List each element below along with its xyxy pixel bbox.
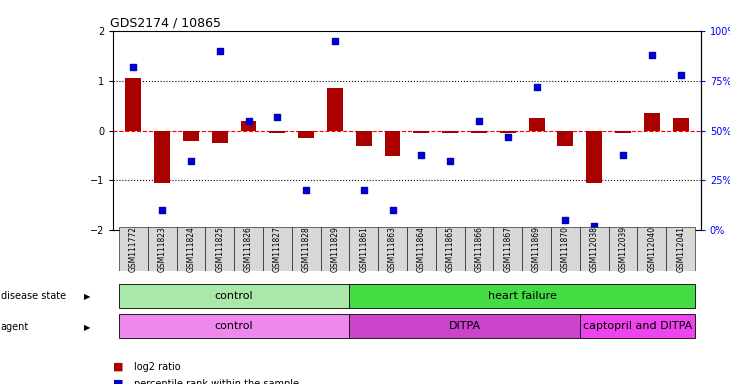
Point <box>214 48 226 54</box>
Bar <box>580 314 695 339</box>
Point <box>531 84 542 90</box>
Point <box>675 71 686 78</box>
Bar <box>241 121 256 131</box>
Text: GSM111870: GSM111870 <box>561 226 570 271</box>
Text: GSM111827: GSM111827 <box>273 226 282 271</box>
Bar <box>234 227 263 271</box>
Bar <box>263 227 292 271</box>
Bar <box>356 131 372 146</box>
Bar <box>580 227 609 271</box>
Point <box>185 157 197 164</box>
Bar <box>637 227 666 271</box>
Text: GSM111869: GSM111869 <box>532 226 541 271</box>
Bar <box>350 227 378 271</box>
Text: control: control <box>215 321 253 331</box>
Text: captopril and DITPA: captopril and DITPA <box>583 321 692 331</box>
Bar <box>119 283 350 308</box>
Bar <box>154 131 170 183</box>
Text: GSM111865: GSM111865 <box>446 226 455 271</box>
Point <box>415 151 427 157</box>
Bar <box>212 131 228 143</box>
Bar <box>551 227 580 271</box>
Bar <box>299 131 314 138</box>
Text: GSM111825: GSM111825 <box>215 226 224 271</box>
Point <box>272 114 283 120</box>
Bar <box>464 227 493 271</box>
Bar <box>442 131 458 133</box>
Bar <box>350 283 695 308</box>
Text: GSM112038: GSM112038 <box>590 226 599 271</box>
Bar <box>119 227 147 271</box>
Point <box>588 223 600 230</box>
Text: control: control <box>215 291 253 301</box>
Bar <box>126 78 141 131</box>
Bar <box>615 131 631 133</box>
Bar <box>558 131 573 146</box>
Text: GSM111861: GSM111861 <box>359 226 368 271</box>
Bar <box>522 227 551 271</box>
Point <box>300 187 312 194</box>
Text: heart failure: heart failure <box>488 291 557 301</box>
Text: DITPA: DITPA <box>448 321 480 331</box>
Text: ■: ■ <box>113 379 123 384</box>
Bar <box>320 227 350 271</box>
Point <box>473 118 485 124</box>
Text: GSM111867: GSM111867 <box>503 226 512 271</box>
Bar <box>177 227 205 271</box>
Bar <box>292 227 320 271</box>
Bar <box>269 131 285 133</box>
Bar <box>147 227 177 271</box>
Text: ▶: ▶ <box>84 292 91 301</box>
Bar <box>413 131 429 133</box>
Bar <box>609 227 637 271</box>
Bar <box>385 131 401 156</box>
Point <box>128 64 139 70</box>
Point <box>502 134 514 140</box>
Text: GSM112041: GSM112041 <box>676 226 685 271</box>
Bar <box>644 113 660 131</box>
Bar <box>378 227 407 271</box>
Bar <box>436 227 464 271</box>
Text: agent: agent <box>1 322 29 332</box>
Text: GSM111826: GSM111826 <box>244 226 253 271</box>
Bar <box>493 227 522 271</box>
Bar <box>183 131 199 141</box>
Text: GSM111824: GSM111824 <box>186 226 196 271</box>
Text: GSM112039: GSM112039 <box>618 225 628 272</box>
Bar <box>471 131 487 133</box>
Text: log2 ratio: log2 ratio <box>134 362 180 372</box>
Point <box>646 51 658 58</box>
Point <box>329 38 341 44</box>
Bar <box>407 227 436 271</box>
Text: GSM111863: GSM111863 <box>388 226 397 271</box>
Text: GSM111864: GSM111864 <box>417 226 426 271</box>
Text: GSM111823: GSM111823 <box>158 226 166 271</box>
Point <box>560 217 572 223</box>
Bar <box>327 88 343 131</box>
Point <box>156 207 168 214</box>
Bar <box>673 118 688 131</box>
Point <box>617 151 629 157</box>
Text: ▶: ▶ <box>84 323 91 332</box>
Bar <box>119 314 350 339</box>
Text: ■: ■ <box>113 362 123 372</box>
Text: GSM111828: GSM111828 <box>301 226 311 271</box>
Bar <box>529 118 545 131</box>
Text: GSM112040: GSM112040 <box>648 225 656 272</box>
Text: GDS2174 / 10865: GDS2174 / 10865 <box>110 17 221 30</box>
Bar <box>586 131 602 183</box>
Point <box>242 118 254 124</box>
Text: percentile rank within the sample: percentile rank within the sample <box>134 379 299 384</box>
Bar <box>666 227 695 271</box>
Point <box>358 187 369 194</box>
Bar <box>205 227 234 271</box>
Point <box>445 157 456 164</box>
Bar <box>500 131 515 133</box>
Text: disease state: disease state <box>1 291 66 301</box>
Text: GSM111829: GSM111829 <box>331 226 339 271</box>
Text: GSM111866: GSM111866 <box>474 226 483 271</box>
Bar <box>350 314 580 339</box>
Point <box>387 207 399 214</box>
Text: GSM111772: GSM111772 <box>128 226 138 271</box>
